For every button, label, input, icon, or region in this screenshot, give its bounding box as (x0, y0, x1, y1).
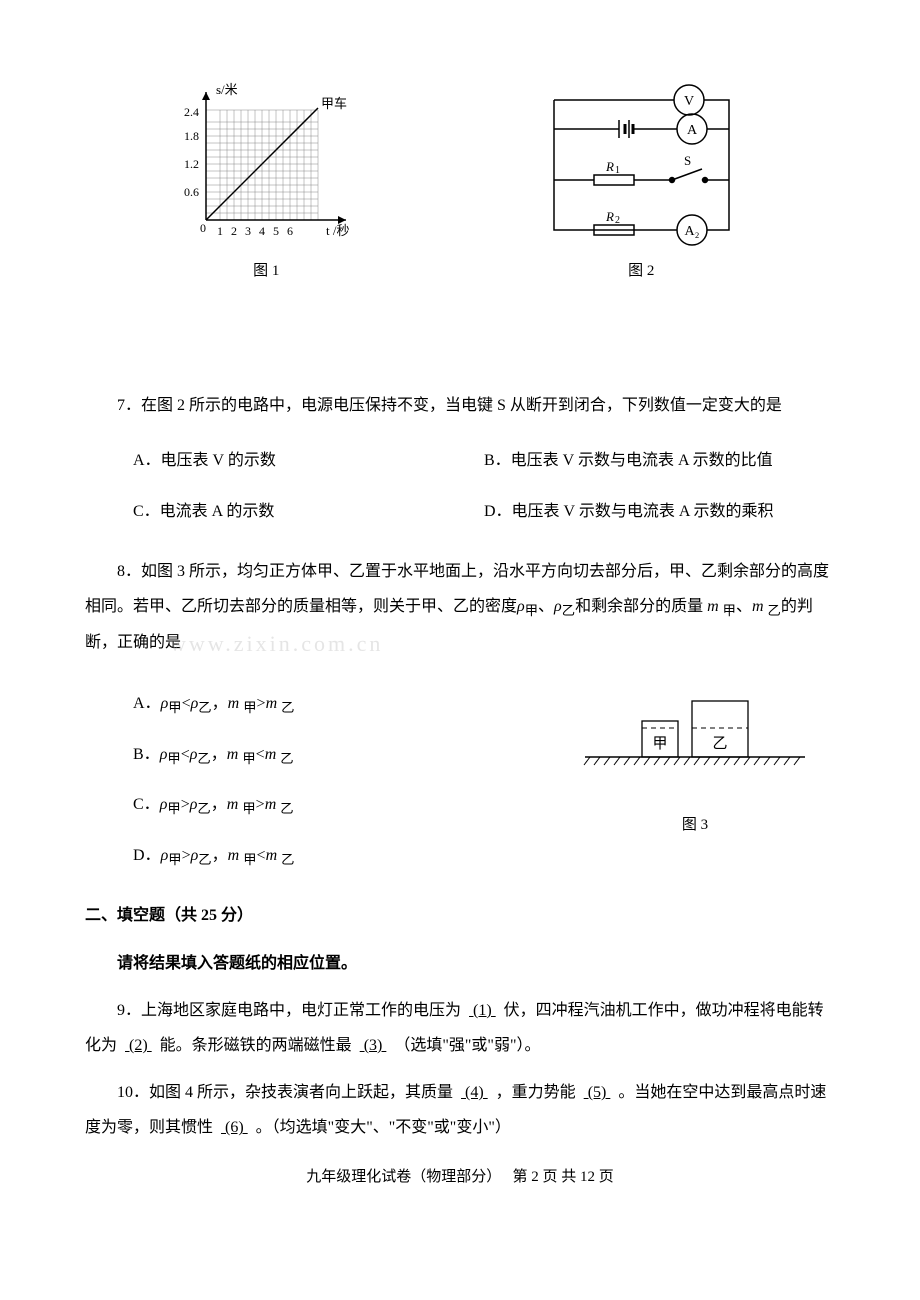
q8-stem: 8．如图 3 所示，均匀正方体甲、乙置于水平地面上，沿水平方向切去部分后，甲、乙… (85, 554, 835, 661)
svg-text:V: V (684, 94, 694, 109)
q9: 9．上海地区家庭电路中，电灯正常工作的电压为 (1) 伏，四冲程汽油机工作中，做… (85, 993, 835, 1063)
svg-text:t /秒: t /秒 (326, 223, 349, 238)
q10: 10．如图 4 所示，杂技表演者向上跃起，其质量 (4) ，重力势能 (5) 。… (85, 1075, 835, 1145)
q7-opt-a: A．电压表 V 的示数 (133, 443, 484, 478)
svg-text:1: 1 (615, 165, 620, 176)
svg-text:S: S (684, 153, 691, 168)
svg-text:3: 3 (245, 224, 251, 238)
blank-6: (6) (213, 1119, 256, 1136)
svg-text:s/米: s/米 (216, 82, 238, 97)
figure-3: 甲 乙 图 3 (555, 692, 835, 841)
q8-opt-c: C．ρ甲>ρ乙，m 甲>m 乙 (133, 787, 555, 824)
svg-text:甲车: 甲车 (321, 96, 347, 111)
svg-text:甲: 甲 (652, 736, 667, 752)
svg-text:6: 6 (287, 224, 293, 238)
figure-1-caption: 图 1 (253, 255, 279, 288)
svg-text:1.8: 1.8 (184, 129, 199, 143)
q8-opt-d: D．ρ甲>ρ乙，m 甲<m 乙 (133, 838, 555, 875)
svg-text:2.4: 2.4 (184, 105, 199, 119)
q10-p2: ，重力势能 (496, 1084, 576, 1101)
q9-p4: （选填"强"或"弱"）。 (394, 1037, 540, 1054)
svg-text:1: 1 (217, 224, 223, 238)
svg-text:2: 2 (615, 215, 620, 226)
q7-opt-d: D．电压表 V 示数与电流表 A 示数的乘积 (484, 494, 835, 529)
svg-text:R: R (605, 159, 614, 174)
svg-text:2: 2 (231, 224, 237, 238)
figure-2-caption: 图 2 (628, 255, 654, 288)
q7-stem: 7．在图 2 所示的电路中，电源电压保持不变，当电键 S 从断开到闭合，下列数值… (85, 388, 835, 423)
figure-3-svg: 甲 乙 (580, 692, 810, 777)
q8-options: A．ρ甲<ρ乙，m 甲>m 乙 B．ρ甲<ρ乙，m 甲<m 乙 C．ρ甲>ρ乙，… (133, 672, 555, 888)
q9-p1: 9．上海地区家庭电路中，电灯正常工作的电压为 (117, 1002, 461, 1019)
svg-text:R: R (605, 209, 614, 224)
blank-2: (2) (117, 1037, 160, 1054)
chart-figure-1: 0.6 1.2 1.8 2.4 1 2 3 4 5 6 0 s/米 t /秒 甲… (166, 80, 366, 250)
q8-opt-a: A．ρ甲<ρ乙，m 甲>m 乙 (133, 686, 555, 723)
q7-opt-b: B．电压表 V 示数与电流表 A 示数的比值 (484, 443, 835, 478)
q9-p3: 能。条形磁铁的两端磁性最 (160, 1037, 352, 1054)
figure-2: V A A₂ R 1 R 2 S 图 2 (529, 80, 754, 288)
svg-text:4: 4 (259, 224, 265, 238)
svg-text:0.6: 0.6 (184, 185, 199, 199)
svg-text:5: 5 (273, 224, 279, 238)
section-2-instruction: 请将结果填入答题纸的相应位置。 (85, 946, 835, 981)
blank-4: (4) (453, 1084, 496, 1101)
svg-text:1.2: 1.2 (184, 157, 199, 171)
page-footer: 九年级理化试卷（物理部分） 第 2 页 共 12 页 (85, 1161, 835, 1194)
q10-p1: 10．如图 4 所示，杂技表演者向上跃起，其质量 (117, 1084, 453, 1101)
svg-text:A: A (687, 123, 698, 138)
svg-text:0: 0 (200, 221, 206, 235)
blank-5: (5) (576, 1084, 619, 1101)
blank-1: (1) (461, 1002, 504, 1019)
q7-opt-c: C．电流表 A 的示数 (133, 494, 484, 529)
q10-p4: 。（均选填"变大"、"不变"或"变小"） (256, 1119, 511, 1136)
circuit-figure-2: V A A₂ R 1 R 2 S (529, 80, 754, 250)
q8-body: A．ρ甲<ρ乙，m 甲>m 乙 B．ρ甲<ρ乙，m 甲<m 乙 C．ρ甲>ρ乙，… (85, 672, 835, 888)
svg-text:A₂: A₂ (684, 224, 699, 239)
figure-1: 0.6 1.2 1.8 2.4 1 2 3 4 5 6 0 s/米 t /秒 甲… (166, 80, 366, 288)
section-2-heading: 二、填空题（共 25 分） (85, 898, 835, 933)
q7-options: A．电压表 V 的示数 B．电压表 V 示数与电流表 A 示数的比值 C．电流表… (133, 435, 835, 537)
figures-row: 0.6 1.2 1.8 2.4 1 2 3 4 5 6 0 s/米 t /秒 甲… (85, 80, 835, 288)
figure-3-caption: 图 3 (555, 809, 835, 842)
blank-3: (3) (352, 1037, 395, 1054)
svg-text:乙: 乙 (712, 736, 727, 752)
q8-opt-b: B．ρ甲<ρ乙，m 甲<m 乙 (133, 737, 555, 774)
